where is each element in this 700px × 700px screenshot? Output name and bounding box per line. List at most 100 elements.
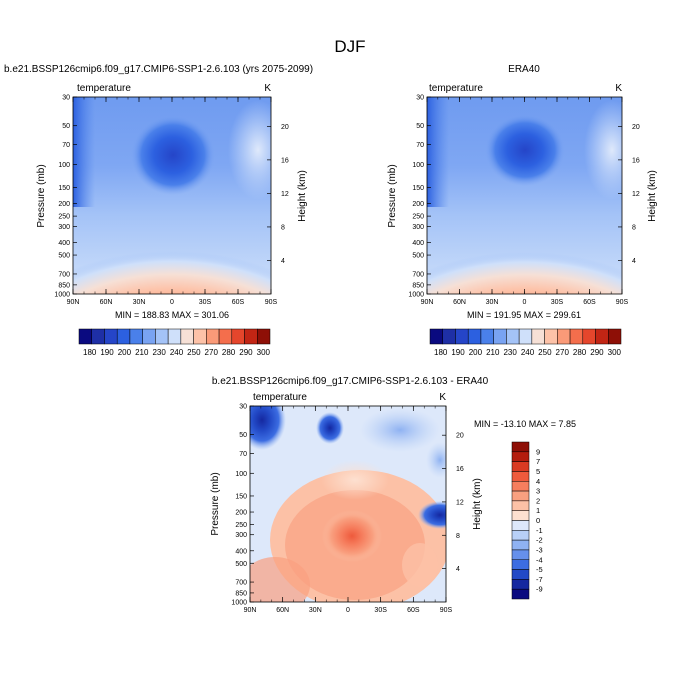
colorbar-label: 190 bbox=[100, 348, 114, 357]
y-tick-label: 250 bbox=[235, 522, 247, 529]
colorbar-swatch bbox=[442, 328, 456, 345]
y-axis-height: 20 16 12 8 4 bbox=[267, 124, 289, 265]
colorbar-label: 270 bbox=[205, 348, 219, 357]
min-max-stats: MIN = 191.95 MAX = 299.61 bbox=[467, 310, 581, 320]
colorbar-swatch bbox=[206, 328, 220, 345]
colorbar: 180 190 200 210 230 240 250 270 280 290 300 bbox=[78, 328, 271, 357]
min-max-stats: MIN = 188.83 MAX = 301.06 bbox=[115, 310, 229, 320]
y-tick-label: 850 bbox=[235, 590, 247, 597]
y-tick-label: 30 bbox=[62, 95, 70, 102]
colorbar-label: 200 bbox=[118, 348, 132, 357]
y-tick-label: 700 bbox=[58, 271, 70, 278]
y-axis-pressure: 30 50 70 100 150 200 250 300 400 500 700 850 1000 bbox=[54, 95, 77, 299]
y-tick-label: 30 bbox=[239, 404, 247, 411]
colorbar-swatch bbox=[78, 328, 92, 345]
x-tick-label: 30N bbox=[309, 607, 322, 614]
y-right-tick-label: 8 bbox=[632, 224, 636, 231]
y-axis-right-label: Height (km) bbox=[647, 170, 658, 222]
y-tick-label: 30 bbox=[416, 95, 424, 102]
y-right-tick-label: 16 bbox=[632, 157, 640, 164]
y-axis-height: 20 16 12 8 4 bbox=[442, 433, 464, 573]
contour-field bbox=[250, 406, 446, 602]
colorbar-swatch bbox=[480, 328, 494, 345]
y-tick-label: 300 bbox=[58, 224, 70, 231]
colorbar-label: -9 bbox=[536, 585, 543, 594]
y-tick-label: 70 bbox=[62, 142, 70, 149]
colorbar-swatch bbox=[544, 328, 558, 345]
colorbar-label: 0 bbox=[536, 516, 540, 525]
x-tick-label: 30S bbox=[199, 299, 212, 306]
panel-title: ERA40 bbox=[508, 64, 540, 75]
y-tick-label: 300 bbox=[235, 532, 247, 539]
colorbar-label: 230 bbox=[503, 348, 517, 357]
colorbar-swatch bbox=[511, 500, 530, 511]
colorbar-label: 9 bbox=[536, 447, 540, 456]
y-axis-right-label: Height (km) bbox=[472, 478, 483, 530]
x-axis-latitude: 90N 60N 30N 0 30S 60S 90S bbox=[244, 406, 453, 614]
colorbar-label: 7 bbox=[536, 457, 540, 466]
y-tick-label: 50 bbox=[416, 123, 424, 130]
colorbar-label: 290 bbox=[239, 348, 253, 357]
colorbar-swatch bbox=[116, 328, 131, 345]
colorbar-swatch bbox=[511, 510, 530, 521]
colorbar-label: 190 bbox=[451, 348, 465, 357]
y-tick-label: 500 bbox=[58, 253, 70, 260]
y-tick-label: 850 bbox=[412, 282, 424, 289]
y-tick-label: 300 bbox=[412, 224, 424, 231]
colorbar-swatch bbox=[193, 328, 207, 345]
colorbar-swatch bbox=[180, 328, 194, 345]
colorbar-swatch bbox=[506, 328, 520, 345]
variable-label: temperature bbox=[77, 83, 131, 94]
colorbar-swatch bbox=[142, 328, 156, 345]
colorbar-swatch bbox=[493, 328, 507, 345]
colorbar-swatch bbox=[511, 569, 530, 580]
x-axis-latitude: 90N 60N 30N 0 30S 60S 90S bbox=[67, 97, 278, 306]
y-right-tick-label: 12 bbox=[632, 191, 640, 198]
colorbar-label: 200 bbox=[469, 348, 483, 357]
x-tick-label: 60S bbox=[232, 299, 245, 306]
colorbar-label: 240 bbox=[170, 348, 184, 357]
colorbar-label: -4 bbox=[536, 555, 543, 564]
colorbar-swatch bbox=[167, 328, 182, 345]
variable-label: temperature bbox=[429, 83, 483, 94]
colorbar-swatch bbox=[511, 461, 530, 472]
colorbar-swatch bbox=[582, 328, 596, 345]
colorbar-swatch bbox=[455, 328, 469, 345]
colorbar-label: 280 bbox=[573, 348, 587, 357]
y-tick-label: 850 bbox=[58, 282, 70, 289]
colorbar-swatch bbox=[569, 328, 584, 345]
colorbar-label: 210 bbox=[486, 348, 500, 357]
y-tick-label: 1000 bbox=[231, 600, 247, 607]
y-right-tick-label: 8 bbox=[456, 533, 460, 540]
colorbar-swatch bbox=[518, 328, 533, 345]
y-right-tick-label: 4 bbox=[281, 258, 285, 265]
y-tick-label: 100 bbox=[58, 162, 70, 169]
y-tick-label: 200 bbox=[58, 201, 70, 208]
panel-title: b.e21.BSSP126cmip6.f09_g17.CMIP6-SSP1-2.… bbox=[212, 376, 489, 387]
colorbar: 180 190 200 210 230 240 250 270 280 290 300 bbox=[429, 328, 622, 357]
colorbar-label: 210 bbox=[135, 348, 149, 357]
colorbar-swatch bbox=[511, 539, 530, 551]
colorbar-label: -2 bbox=[536, 536, 543, 545]
colorbar-label: 300 bbox=[257, 348, 271, 357]
colorbar-swatch bbox=[244, 328, 258, 345]
y-axis-label: Pressure (mb) bbox=[36, 164, 47, 227]
colorbar-swatch bbox=[511, 490, 530, 502]
colorbar-label: 3 bbox=[536, 487, 540, 496]
colorbar-swatch bbox=[557, 328, 571, 345]
colorbar-swatch bbox=[467, 328, 482, 345]
y-tick-label: 1000 bbox=[54, 292, 70, 299]
x-tick-label: 60N bbox=[276, 607, 289, 614]
x-tick-label: 0 bbox=[170, 299, 174, 306]
colorbar-swatch bbox=[218, 328, 233, 345]
y-tick-label: 150 bbox=[235, 493, 247, 500]
x-tick-label: 90N bbox=[244, 607, 257, 614]
colorbar-label: 180 bbox=[83, 348, 97, 357]
colorbar-swatch bbox=[231, 328, 245, 345]
colorbar-swatch bbox=[429, 328, 443, 345]
x-tick-label: 90S bbox=[265, 299, 278, 306]
y-axis-pressure: 30 50 70 100 150 200 250 300 400 500 700 850 1000 bbox=[408, 95, 431, 299]
y-tick-label: 400 bbox=[235, 548, 247, 555]
